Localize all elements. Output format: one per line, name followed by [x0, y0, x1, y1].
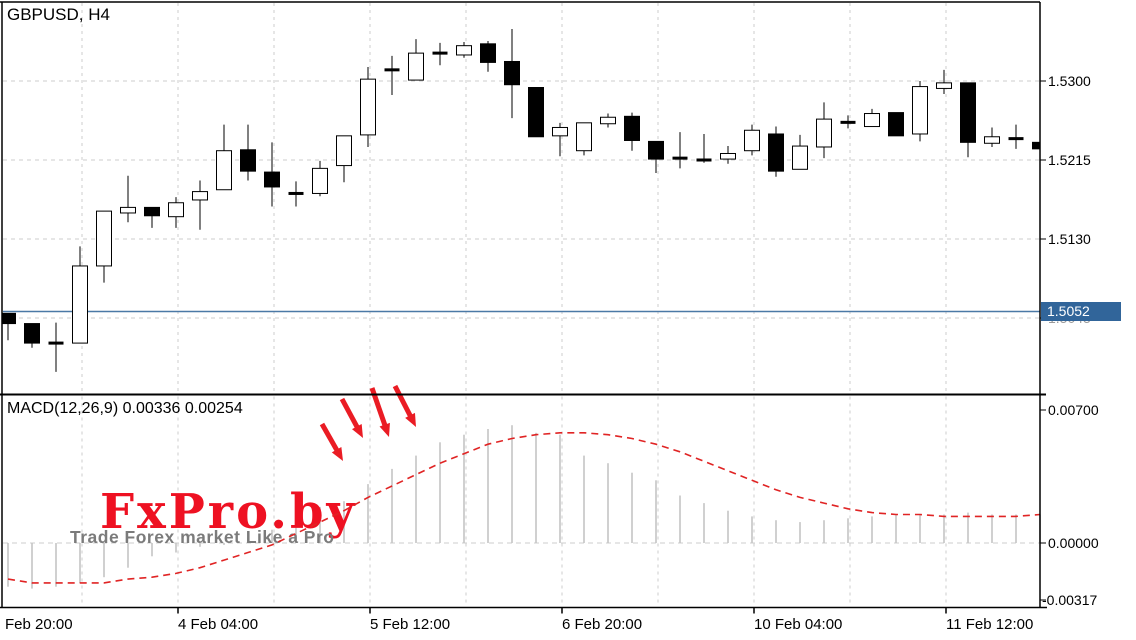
borders-layer — [0, 1, 1047, 614]
candle-body-bull — [864, 113, 880, 128]
candle-doji-body — [48, 341, 64, 345]
sell-signal-arrow-head — [405, 412, 416, 427]
candle-body-bull — [168, 202, 184, 218]
candle-body-bear — [144, 206, 160, 217]
watermark-brand: FxPro.by — [100, 484, 357, 540]
sell-signal-arrow-shaft — [339, 397, 361, 432]
time-axis-label: 11 Feb 12:00 — [946, 616, 1034, 633]
candle-doji-body — [384, 68, 400, 72]
candle-body-bull — [120, 206, 136, 214]
candle-body-bear — [480, 43, 496, 63]
candle-body-bull — [576, 122, 592, 152]
candle-body-bull — [600, 116, 616, 125]
sell-signal-arrow-shaft — [319, 422, 341, 455]
price-axis-label: 1.5300 — [1048, 73, 1091, 89]
macd-axis-label: 0.00700 — [1048, 402, 1099, 418]
candles-layer — [2, 28, 1041, 372]
candle-body-bull — [360, 78, 376, 136]
watermark-tagline: Trade Forex market Like a Pro — [70, 527, 334, 547]
candle-body-bear — [24, 323, 40, 344]
candle-body-bull — [408, 52, 424, 81]
macd-signal-line — [7, 432, 1041, 584]
candle-doji-body — [672, 156, 688, 160]
arrows-layer — [319, 384, 416, 461]
candle-body-bull — [336, 135, 352, 167]
current-price-badge: 1.5052 — [1041, 302, 1121, 321]
macd-axis-label: 0.00000 — [1048, 535, 1099, 551]
candle-doji-body — [1008, 137, 1024, 141]
candle-body-bull — [216, 150, 232, 191]
candle-body-bear — [2, 312, 16, 325]
candle-body-bull — [96, 210, 112, 267]
candle-body-bull — [192, 191, 208, 201]
candle-doji-body — [288, 191, 304, 195]
time-axis-label: 6 Feb 20:00 — [562, 616, 643, 633]
candle-body-bull — [720, 152, 736, 160]
symbol-timeframe-label: GBPUSD, H4 — [7, 5, 110, 24]
candle-body-bull — [744, 129, 760, 152]
candle-body-bear — [960, 82, 976, 143]
candle-body-bear — [264, 171, 280, 188]
candle-body-bear — [648, 140, 664, 160]
macd-indicator-label: MACD(12,26,9) 0.00336 0.00254 — [7, 400, 243, 417]
candle-body-bull — [792, 145, 808, 170]
candle-body-bear — [528, 87, 544, 138]
sell-signal-arrow-head — [331, 446, 343, 461]
candle-body-bear — [504, 60, 520, 86]
candle-body-bull — [72, 265, 88, 344]
candle-body-bear — [888, 112, 904, 137]
watermark: FxPro.by Trade Forex market Like a Pro — [70, 484, 357, 547]
candle-doji-body — [432, 51, 448, 55]
candle-body-bull — [912, 86, 928, 135]
sell-signal-arrow-head — [379, 422, 390, 437]
time-axis-label: Feb 20:00 — [5, 616, 73, 633]
candle-body-bull — [456, 45, 472, 56]
candle-body-bull — [936, 82, 952, 89]
macd-axis-label: -0.00317 — [1042, 592, 1098, 608]
candle-body-bear — [240, 149, 256, 172]
sell-signal-arrow-head — [351, 423, 363, 438]
time-axis-label: 4 Feb 04:00 — [178, 616, 259, 633]
macd-signal-layer — [7, 432, 1041, 584]
time-axis-label: 10 Feb 04:00 — [754, 616, 843, 633]
candle-doji-body — [840, 120, 856, 124]
candle-doji-body — [696, 158, 712, 162]
candle-body-bear — [1032, 141, 1040, 150]
price-axis-label: 1.5130 — [1048, 231, 1091, 247]
candle-body-bull — [552, 126, 568, 137]
sell-signal-arrow-shaft — [392, 384, 415, 421]
time-axis-label: 5 Feb 12:00 — [370, 616, 451, 633]
candle-body-bear — [624, 115, 640, 141]
candle-body-bear — [768, 133, 784, 172]
candle-body-bull — [984, 136, 1000, 144]
candle-body-bull — [312, 167, 328, 194]
candle-body-bull — [816, 118, 832, 148]
price-axis-label: 1.5215 — [1048, 152, 1091, 168]
